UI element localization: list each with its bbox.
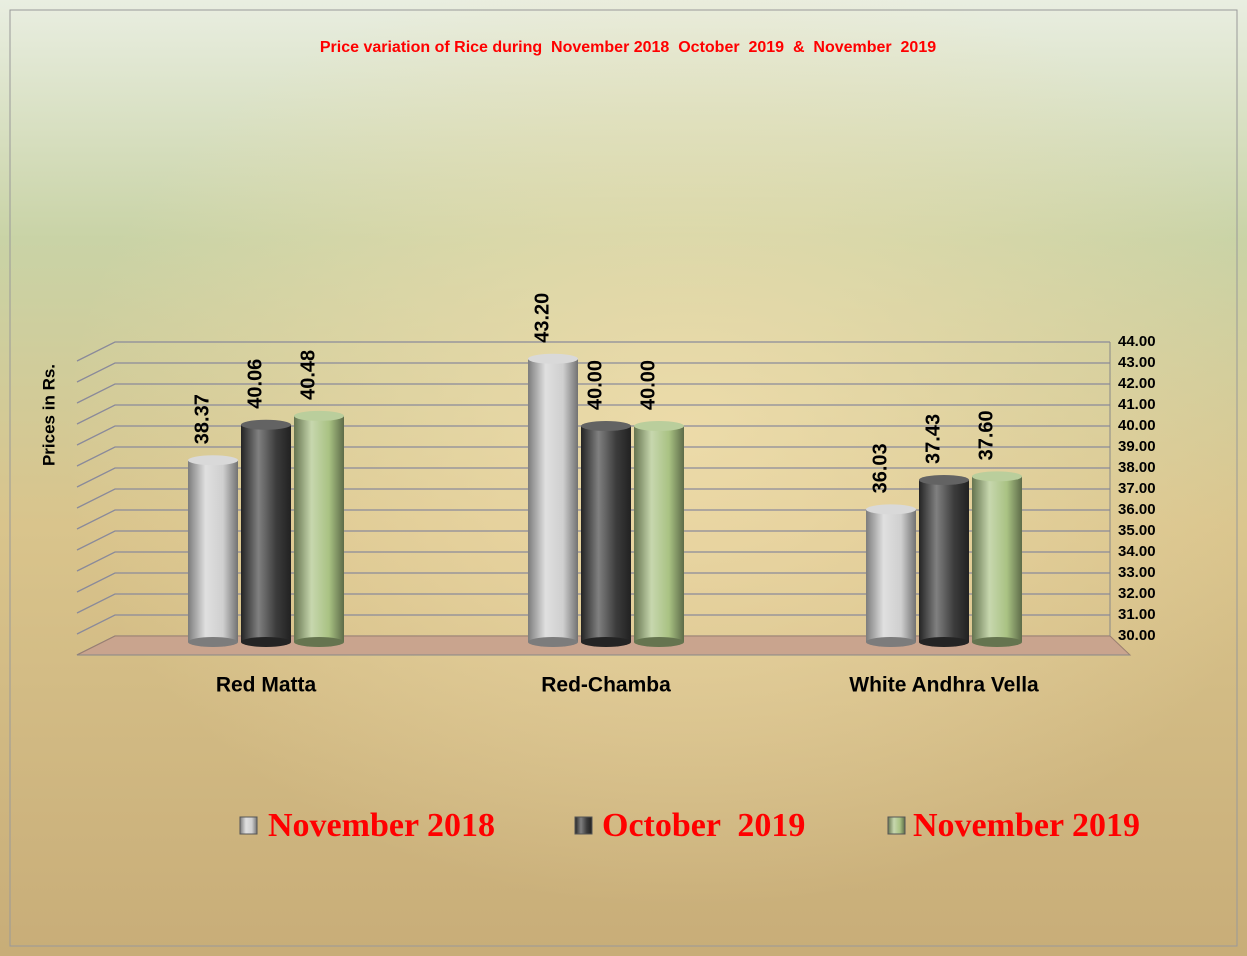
bar-top bbox=[866, 504, 916, 515]
value-label: 40.48 bbox=[297, 350, 319, 400]
bar bbox=[294, 415, 344, 642]
y-tick-label: 38.00 bbox=[1118, 459, 1156, 476]
grid-line bbox=[76, 404, 1110, 425]
y-tick-label: 37.00 bbox=[1118, 480, 1156, 497]
x-tick-label: Red-Chamba bbox=[541, 674, 671, 697]
y-tick-label: 33.00 bbox=[1118, 564, 1156, 581]
grid-line bbox=[76, 488, 1110, 509]
bar-base bbox=[241, 637, 291, 647]
bar bbox=[919, 479, 969, 642]
legend-swatch bbox=[574, 816, 593, 835]
bar-top bbox=[919, 474, 969, 485]
legend-swatch bbox=[887, 816, 906, 835]
bar-base bbox=[188, 637, 238, 647]
legend-label: November 2019 bbox=[913, 807, 1140, 844]
bar bbox=[634, 426, 684, 642]
value-label: 40.00 bbox=[637, 360, 659, 410]
value-label: 37.60 bbox=[975, 410, 997, 460]
bar-top bbox=[581, 421, 631, 431]
y-tick-label: 41.00 bbox=[1118, 396, 1156, 413]
y-tick-label: 40.00 bbox=[1118, 417, 1156, 434]
bar bbox=[188, 460, 238, 642]
bar-top bbox=[294, 410, 344, 421]
x-tick-label: Red Matta bbox=[216, 674, 317, 697]
grid-line bbox=[76, 614, 1110, 635]
grid-line bbox=[76, 383, 1110, 404]
grid-line bbox=[76, 446, 1110, 467]
value-label: 38.37 bbox=[191, 394, 213, 444]
grid-line bbox=[76, 509, 1110, 530]
y-tick-label: 35.00 bbox=[1118, 522, 1156, 539]
bar-base bbox=[528, 637, 578, 647]
value-label: 40.00 bbox=[584, 360, 606, 410]
y-tick-label: 43.00 bbox=[1118, 354, 1156, 371]
y-tick-label: 30.00 bbox=[1118, 627, 1156, 644]
grid-line bbox=[76, 467, 1110, 488]
grid-line bbox=[76, 425, 1110, 446]
value-label: 43.20 bbox=[531, 293, 553, 343]
bar-base bbox=[972, 637, 1022, 647]
frame bbox=[9, 9, 1238, 947]
y-tick-label: 44.00 bbox=[1118, 333, 1156, 350]
y-tick-label: 31.00 bbox=[1118, 606, 1156, 623]
bar-top bbox=[188, 455, 238, 466]
value-label: 37.43 bbox=[922, 414, 944, 464]
legend-label: October 2019 bbox=[602, 807, 805, 844]
legend-label: November 2018 bbox=[268, 807, 495, 844]
grid-line bbox=[76, 593, 1110, 614]
grid-line bbox=[76, 572, 1110, 593]
bar bbox=[528, 358, 578, 642]
bar bbox=[866, 509, 916, 642]
bar-top bbox=[634, 421, 684, 431]
bar-base bbox=[919, 637, 969, 647]
legend-swatch bbox=[239, 816, 258, 835]
y-tick-label: 32.00 bbox=[1118, 585, 1156, 602]
y-tick-label: 39.00 bbox=[1118, 438, 1156, 455]
bar-base bbox=[294, 637, 344, 647]
grid-line bbox=[76, 551, 1110, 572]
y-axis-label: Prices in Rs. bbox=[39, 364, 58, 466]
bar-base bbox=[581, 637, 631, 647]
grid-line bbox=[76, 362, 1110, 383]
y-tick-label: 36.00 bbox=[1118, 501, 1156, 518]
bar bbox=[972, 476, 1022, 642]
value-label: 36.03 bbox=[869, 443, 891, 493]
y-tick-label: 34.00 bbox=[1118, 543, 1156, 560]
grid-line bbox=[76, 341, 1110, 362]
chart-title: Price variation of Rice during November … bbox=[320, 39, 936, 56]
x-tick-label: White Andhra Vella bbox=[849, 674, 1039, 697]
bar-top bbox=[528, 353, 578, 364]
bar-top bbox=[241, 419, 291, 430]
value-label: 40.06 bbox=[244, 359, 266, 409]
bar bbox=[241, 424, 291, 642]
grid-line bbox=[76, 530, 1110, 551]
bar-base bbox=[634, 637, 684, 647]
bar-base bbox=[866, 637, 916, 647]
y-tick-label: 42.00 bbox=[1118, 375, 1156, 392]
bar bbox=[581, 426, 631, 642]
bar-top bbox=[972, 471, 1022, 482]
